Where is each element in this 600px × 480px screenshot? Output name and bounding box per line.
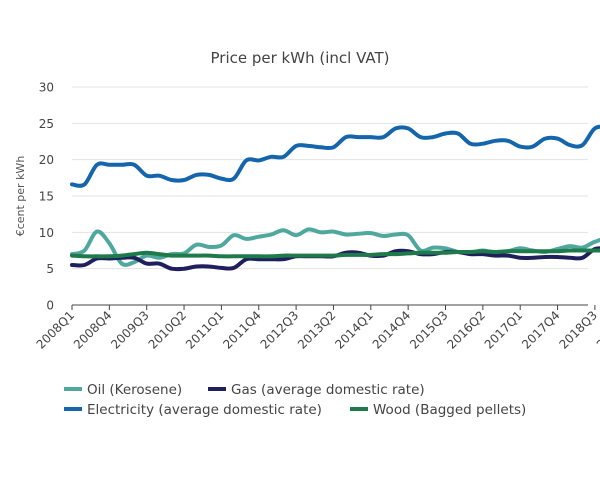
series-line-electricity-average-domestic-rate [70, 124, 600, 188]
x-tick-labels: 2008Q12008Q42009Q32010Q22011Q12011Q42012… [34, 305, 600, 352]
x-tick-label: 2014Q4 [370, 308, 414, 352]
y-tick-label: 25 [39, 117, 54, 131]
y-tick-label: 15 [39, 190, 54, 204]
x-tick-label: 2016Q2 [444, 308, 488, 352]
y-axis-label: €cent per kWh [14, 156, 27, 237]
y-tick-label: 5 [46, 262, 54, 276]
x-tick-label: 2012Q3 [258, 308, 302, 352]
y-tick-label: 30 [39, 81, 54, 95]
series-line-wood-bagged-pellets [70, 248, 600, 259]
y-tick-labels: 0 5 10 15 20 25 30 [39, 81, 54, 313]
series-lines [70, 124, 600, 272]
gridlines [72, 86, 588, 306]
x-tick-label: 2008Q1 [34, 308, 78, 352]
legend-label: Gas (average domestic rate) [231, 382, 425, 398]
x-tick-label: 2014Q1 [332, 308, 376, 352]
legend-label: Wood (Bagged pellets) [373, 402, 526, 418]
legend-label: Electricity (average domestic rate) [87, 402, 322, 418]
x-tick-label: 2018Q3 [556, 308, 600, 352]
legend: Oil (Kerosene) Gas (average domestic rate… [64, 382, 526, 418]
x-tick-label: 2017Q1 [482, 308, 526, 352]
y-tick-label: 10 [39, 226, 54, 240]
y-tick-label: 0 [46, 299, 54, 313]
chart-title: Price per kWh (incl VAT) [211, 49, 390, 67]
series-line-gas-average-domestic-rate [70, 246, 600, 272]
x-tick-label: 2008Q4 [71, 308, 115, 352]
x-tick-label: 2011Q4 [220, 308, 264, 352]
x-tick-label: 2010Q2 [146, 308, 190, 352]
legend-label: Oil (Kerosene) [87, 382, 182, 398]
x-tick-label: 2017Q4 [519, 308, 563, 352]
y-tick-label: 20 [39, 153, 54, 167]
x-tick-label: 2009Q3 [108, 308, 152, 352]
x-tick-label: 2015Q3 [407, 308, 451, 352]
x-tick-label: 2013Q2 [295, 308, 339, 352]
x-tick-label: 2011Q1 [183, 308, 227, 352]
